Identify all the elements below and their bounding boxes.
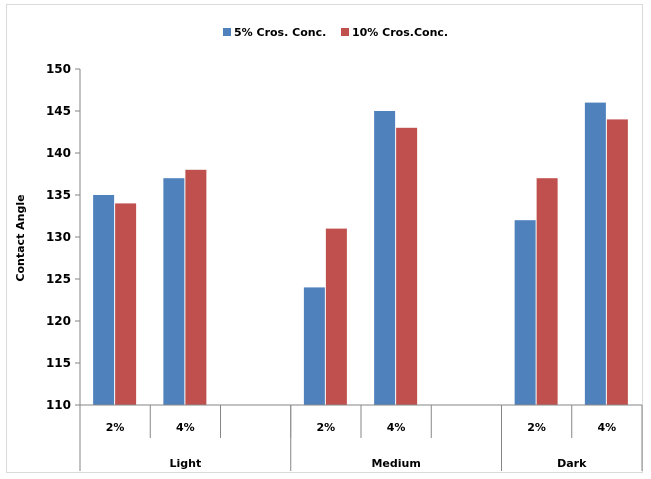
- y-tick-label: 115: [46, 356, 71, 370]
- bars: [93, 102, 628, 406]
- bar-series2: [185, 169, 207, 405]
- chart-frame: [6, 4, 643, 473]
- bar-series2: [115, 203, 137, 405]
- bar-series2: [396, 127, 418, 406]
- y-tick-label: 125: [46, 272, 71, 286]
- y-axis-title: Contact Angle: [14, 194, 27, 281]
- x-category-label: 2%: [106, 421, 125, 434]
- bar-series1: [374, 111, 396, 405]
- bar-series2: [536, 178, 558, 405]
- x-group-label: Medium: [371, 457, 420, 470]
- y-tick-label: 110: [46, 398, 71, 412]
- legend-label: 5% Cros. Conc.: [234, 26, 326, 39]
- bar-series1: [93, 195, 115, 405]
- x-category-label: 4%: [598, 421, 617, 434]
- y-tick-label: 150: [46, 62, 71, 76]
- y-tick-label: 120: [46, 314, 71, 328]
- y-tick-label: 135: [46, 188, 71, 202]
- x-axis: 2% 4% 2% 4% 2% 4% Light Medium Dark: [79, 404, 643, 471]
- bar-series1: [514, 220, 536, 405]
- y-axis: 110 115 120 125 130 135 140 145 150: [46, 62, 81, 412]
- x-category-label: 2%: [527, 421, 546, 434]
- x-category-label: 4%: [176, 421, 195, 434]
- y-tick-label: 145: [46, 104, 71, 118]
- bar-series2: [606, 119, 628, 406]
- legend-label: 10% Cros.Conc.: [352, 26, 448, 39]
- legend-swatch: [223, 28, 231, 36]
- x-category-label: 4%: [387, 421, 406, 434]
- legend: 5% Cros. Conc. 10% Cros.Conc.: [223, 26, 448, 39]
- x-group-label: Light: [170, 457, 202, 470]
- x-group-label: Dark: [557, 457, 587, 470]
- x-category-label: 2%: [317, 421, 336, 434]
- bar-series2: [325, 228, 347, 405]
- bar-series1: [163, 178, 185, 405]
- y-tick-label: 130: [46, 230, 71, 244]
- y-tick-label: 140: [46, 146, 71, 160]
- bar-series1: [584, 102, 606, 405]
- bar-series1: [303, 287, 325, 405]
- legend-swatch: [341, 28, 349, 36]
